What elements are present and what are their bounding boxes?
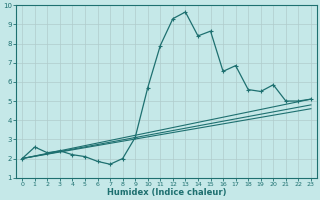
X-axis label: Humidex (Indice chaleur): Humidex (Indice chaleur) [107, 188, 226, 197]
